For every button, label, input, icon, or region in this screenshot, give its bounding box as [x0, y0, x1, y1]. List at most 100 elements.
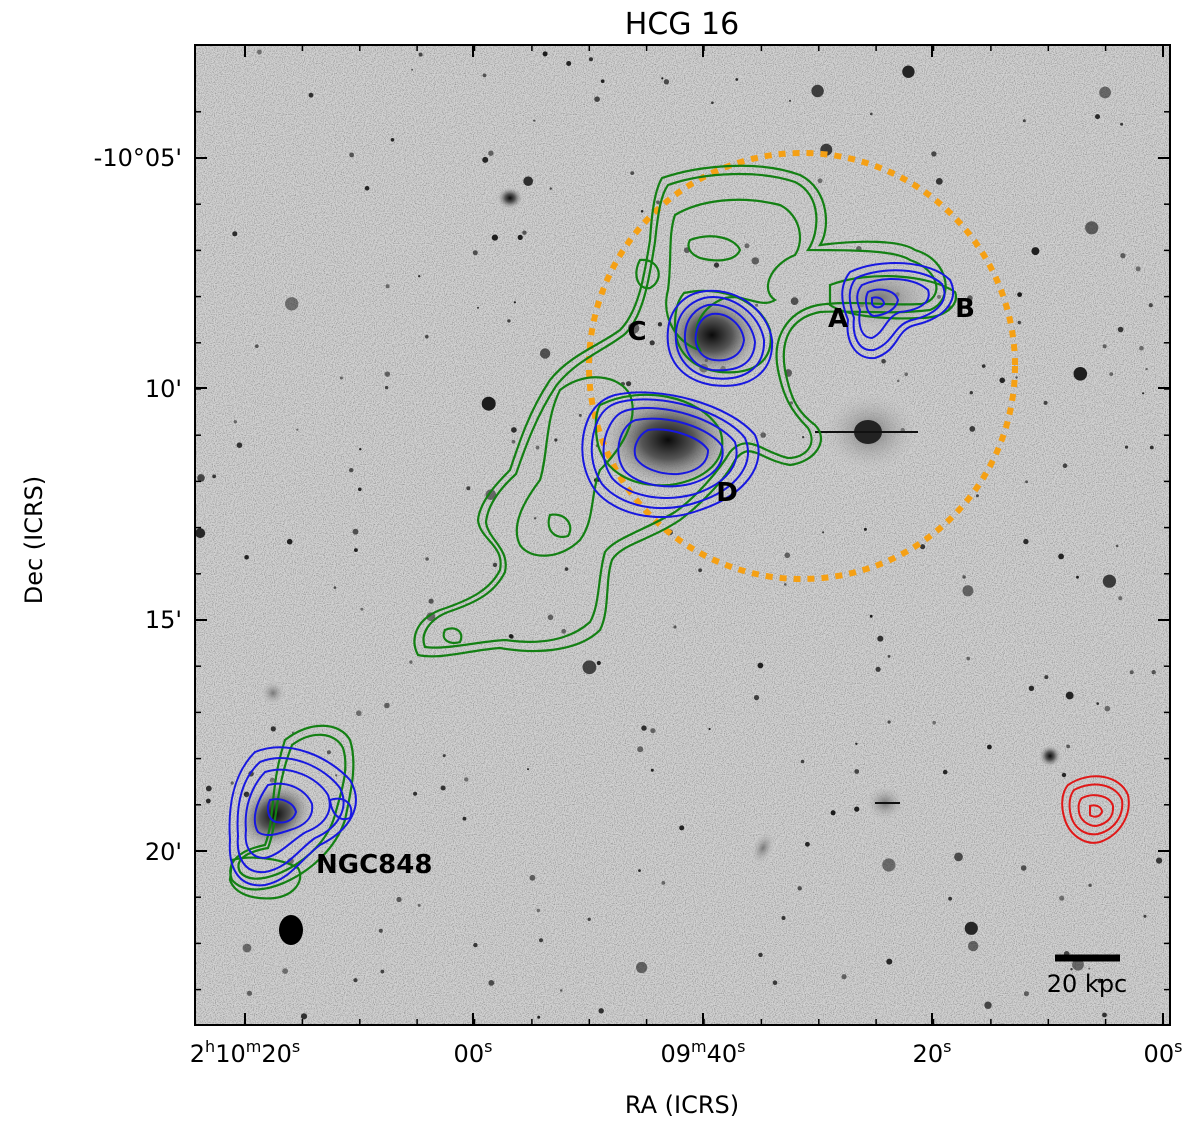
background-star	[425, 334, 429, 339]
background-star	[800, 759, 805, 764]
ra-tick-label: 09m40s	[660, 1037, 745, 1068]
background-star	[1115, 544, 1119, 548]
background-star	[1072, 958, 1084, 971]
background-star	[359, 448, 362, 451]
background-star	[339, 376, 343, 380]
background-star	[549, 187, 552, 190]
background-star	[649, 340, 655, 346]
dec-tick-label: -10°05'	[94, 144, 182, 172]
background-star	[462, 816, 467, 821]
background-star	[1095, 114, 1100, 120]
background-star	[1104, 705, 1111, 712]
dec-tick-label: 10'	[145, 375, 182, 403]
background-star	[999, 377, 1005, 384]
background-star	[854, 806, 860, 812]
background-star	[523, 176, 533, 186]
background-star	[536, 908, 540, 913]
background-star	[650, 768, 654, 772]
background-star	[966, 656, 970, 661]
background-star	[661, 881, 666, 885]
background-star	[232, 231, 238, 237]
background-star	[1120, 122, 1124, 126]
background-star	[1088, 883, 1092, 887]
background-star	[485, 489, 497, 501]
dec-tick-label: 15'	[145, 606, 182, 634]
background-star	[1099, 86, 1111, 99]
background-star	[984, 1001, 992, 1009]
background-star	[1148, 303, 1153, 308]
background-star	[492, 562, 498, 568]
background-star	[1061, 772, 1067, 778]
background-star	[948, 896, 952, 901]
background-star	[418, 275, 421, 278]
background-star	[758, 952, 763, 958]
background-star	[1129, 670, 1134, 675]
background-star	[902, 65, 915, 78]
background-star	[935, 178, 943, 185]
background-star	[1117, 326, 1124, 333]
optical-image	[195, 45, 1170, 1025]
background-star	[636, 961, 648, 974]
background-star	[1102, 344, 1107, 349]
background-star	[442, 754, 446, 758]
background-star	[886, 958, 893, 965]
background-star	[286, 538, 293, 545]
background-star	[482, 156, 489, 163]
background-star	[566, 61, 572, 66]
background-star	[1076, 575, 1079, 579]
background-star	[640, 210, 644, 213]
background-star	[1102, 574, 1116, 588]
background-star	[661, 77, 664, 80]
background-star	[542, 51, 548, 57]
background-star	[537, 1015, 541, 1019]
background-star	[349, 468, 354, 473]
background-star	[1065, 691, 1074, 700]
background-star	[282, 968, 289, 974]
background-star	[507, 319, 511, 323]
figure-title: HCG 16	[625, 7, 739, 42]
background-star	[855, 742, 858, 745]
background-star	[753, 695, 760, 701]
background-star	[1109, 372, 1114, 376]
background-star	[356, 710, 362, 716]
background-star	[830, 810, 836, 816]
background-star	[1151, 670, 1156, 675]
background-star	[390, 138, 395, 142]
background-star	[1097, 978, 1103, 983]
background-star	[491, 234, 498, 241]
x-axis-title: RA (ICRS)	[625, 1091, 739, 1119]
background-star	[333, 586, 337, 589]
background-star	[772, 980, 778, 985]
background-star	[554, 438, 558, 442]
blue-contours	[228, 262, 955, 887]
background-star	[638, 869, 641, 872]
background-star	[364, 186, 370, 191]
background-star	[384, 702, 390, 709]
background-star	[425, 557, 429, 561]
background-star	[1020, 865, 1027, 871]
background-star	[244, 555, 249, 560]
background-star	[637, 746, 644, 753]
background-star	[236, 442, 243, 449]
background-star	[1102, 1012, 1107, 1018]
background-star	[195, 528, 206, 539]
background-star	[863, 527, 867, 531]
background-star	[964, 921, 978, 935]
background-star	[1017, 292, 1022, 297]
background-star	[987, 744, 992, 750]
background-star	[841, 974, 847, 980]
background-star	[477, 306, 479, 309]
background-star	[582, 660, 597, 675]
background-star	[1124, 445, 1129, 449]
background-star	[1120, 253, 1126, 259]
background-star	[1023, 538, 1029, 545]
green-contours	[228, 164, 958, 900]
background-star	[561, 628, 567, 634]
background-star	[326, 750, 331, 755]
background-star	[522, 230, 527, 235]
background-star	[600, 79, 605, 83]
galaxy-label-d: D	[716, 478, 738, 508]
background-star	[335, 774, 338, 777]
background-star	[869, 614, 873, 618]
background-star	[587, 917, 591, 921]
